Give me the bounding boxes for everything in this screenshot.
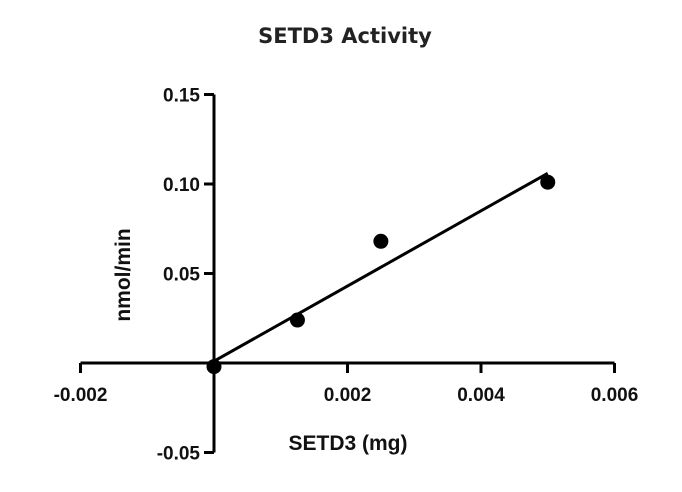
x-tick-label: -0.002 (54, 385, 108, 406)
y-tick-label: 0.15 (163, 86, 200, 107)
y-axis-label: nmol/min (112, 228, 135, 321)
x-tick-label: 0.004 (457, 385, 505, 406)
y-tick-label: 0.10 (163, 175, 200, 196)
chart-title: SETD3 Activity (258, 24, 432, 48)
y-tick-label: -0.05 (157, 444, 201, 465)
y-tick-label: 0.05 (163, 265, 200, 286)
data-point (289, 312, 305, 328)
data-point (540, 174, 556, 190)
data-point (206, 359, 222, 375)
x-axis-label: SETD3 (mg) (288, 432, 407, 455)
x-tick-label: 0.006 (591, 385, 639, 406)
data-point (373, 233, 389, 249)
fit-line (213, 171, 549, 363)
x-tick-label: 0.002 (324, 385, 372, 406)
